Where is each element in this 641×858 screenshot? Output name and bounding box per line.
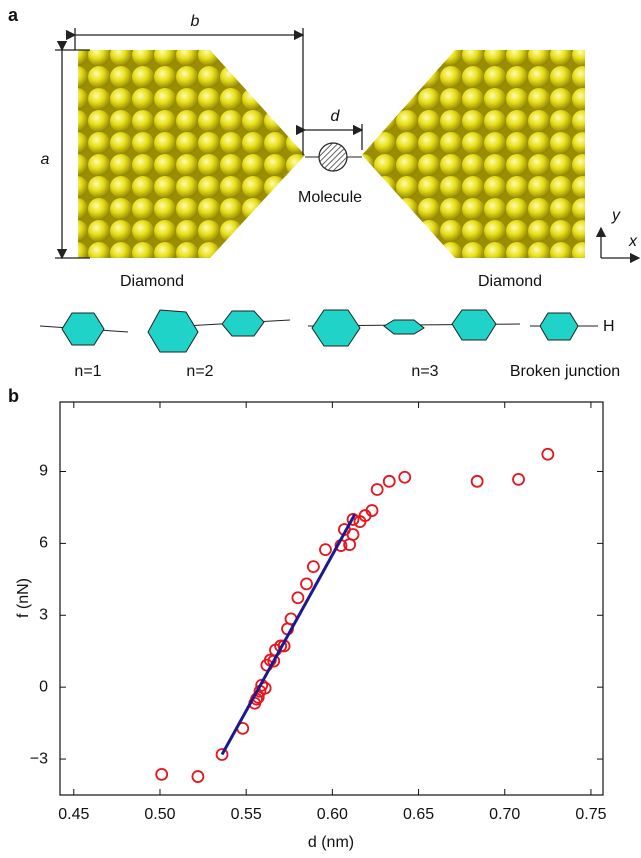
- dim-label: d: [331, 108, 341, 125]
- point: [301, 578, 312, 589]
- panel-label: b: [8, 386, 19, 406]
- x-tick-label: 0.65: [403, 806, 434, 823]
- x-axis-label: d (nm): [308, 834, 354, 851]
- point: [348, 529, 359, 540]
- y-tick-label: 9: [39, 463, 48, 480]
- x-tick-label: 0.75: [575, 806, 606, 823]
- fit-line: [222, 514, 355, 754]
- point: [399, 472, 410, 483]
- broken-label: Broken junction: [510, 363, 620, 380]
- n-label: n=3: [411, 363, 438, 380]
- point: [472, 476, 483, 487]
- n-label: n=1: [74, 363, 101, 380]
- axis-label: y: [611, 207, 621, 224]
- figure: a b a d Molecule Diamond Diamond y x: [0, 0, 641, 858]
- molecules: [40, 310, 598, 352]
- y-tick-label: 0: [39, 678, 48, 695]
- panel-b: b d (nm) f (nN) 0.45 0.50 0.55 0.60 0.65 0.70…: [8, 386, 607, 851]
- x-tick-label: 0.50: [144, 806, 175, 823]
- y-tick-label: 6: [39, 535, 48, 552]
- x-tick-label: 0.60: [317, 806, 348, 823]
- panel-label: a: [8, 5, 19, 25]
- point: [192, 771, 203, 782]
- axis-label: x: [628, 233, 638, 250]
- point: [542, 449, 553, 460]
- y-tick-label: −3: [30, 750, 48, 767]
- panel-a: a b a d Molecule Diamond Diamond y x: [8, 5, 639, 380]
- y-axis-label: f (nN): [15, 578, 32, 618]
- diamond-label: Diamond: [120, 273, 184, 290]
- point: [513, 474, 524, 485]
- x-tick-label: 0.55: [231, 806, 262, 823]
- h-label: H: [603, 318, 615, 335]
- x-tick-label: 0.45: [58, 806, 89, 823]
- plot-frame: [60, 402, 603, 795]
- dim-label: a: [41, 151, 50, 168]
- point: [156, 769, 167, 780]
- y-tick-label: 3: [39, 606, 48, 623]
- point: [292, 592, 303, 603]
- point: [320, 544, 331, 555]
- x-tick-label: 0.70: [489, 806, 520, 823]
- dim-label: b: [191, 13, 200, 30]
- diamond-label: Diamond: [478, 273, 542, 290]
- diamond-left: [78, 50, 305, 258]
- molecule-icon: [319, 143, 347, 171]
- point: [384, 476, 395, 487]
- point: [308, 561, 319, 572]
- diamond-right: [362, 50, 585, 258]
- n-label: n=2: [186, 363, 213, 380]
- point: [372, 484, 383, 495]
- molecule-label: Molecule: [298, 189, 362, 206]
